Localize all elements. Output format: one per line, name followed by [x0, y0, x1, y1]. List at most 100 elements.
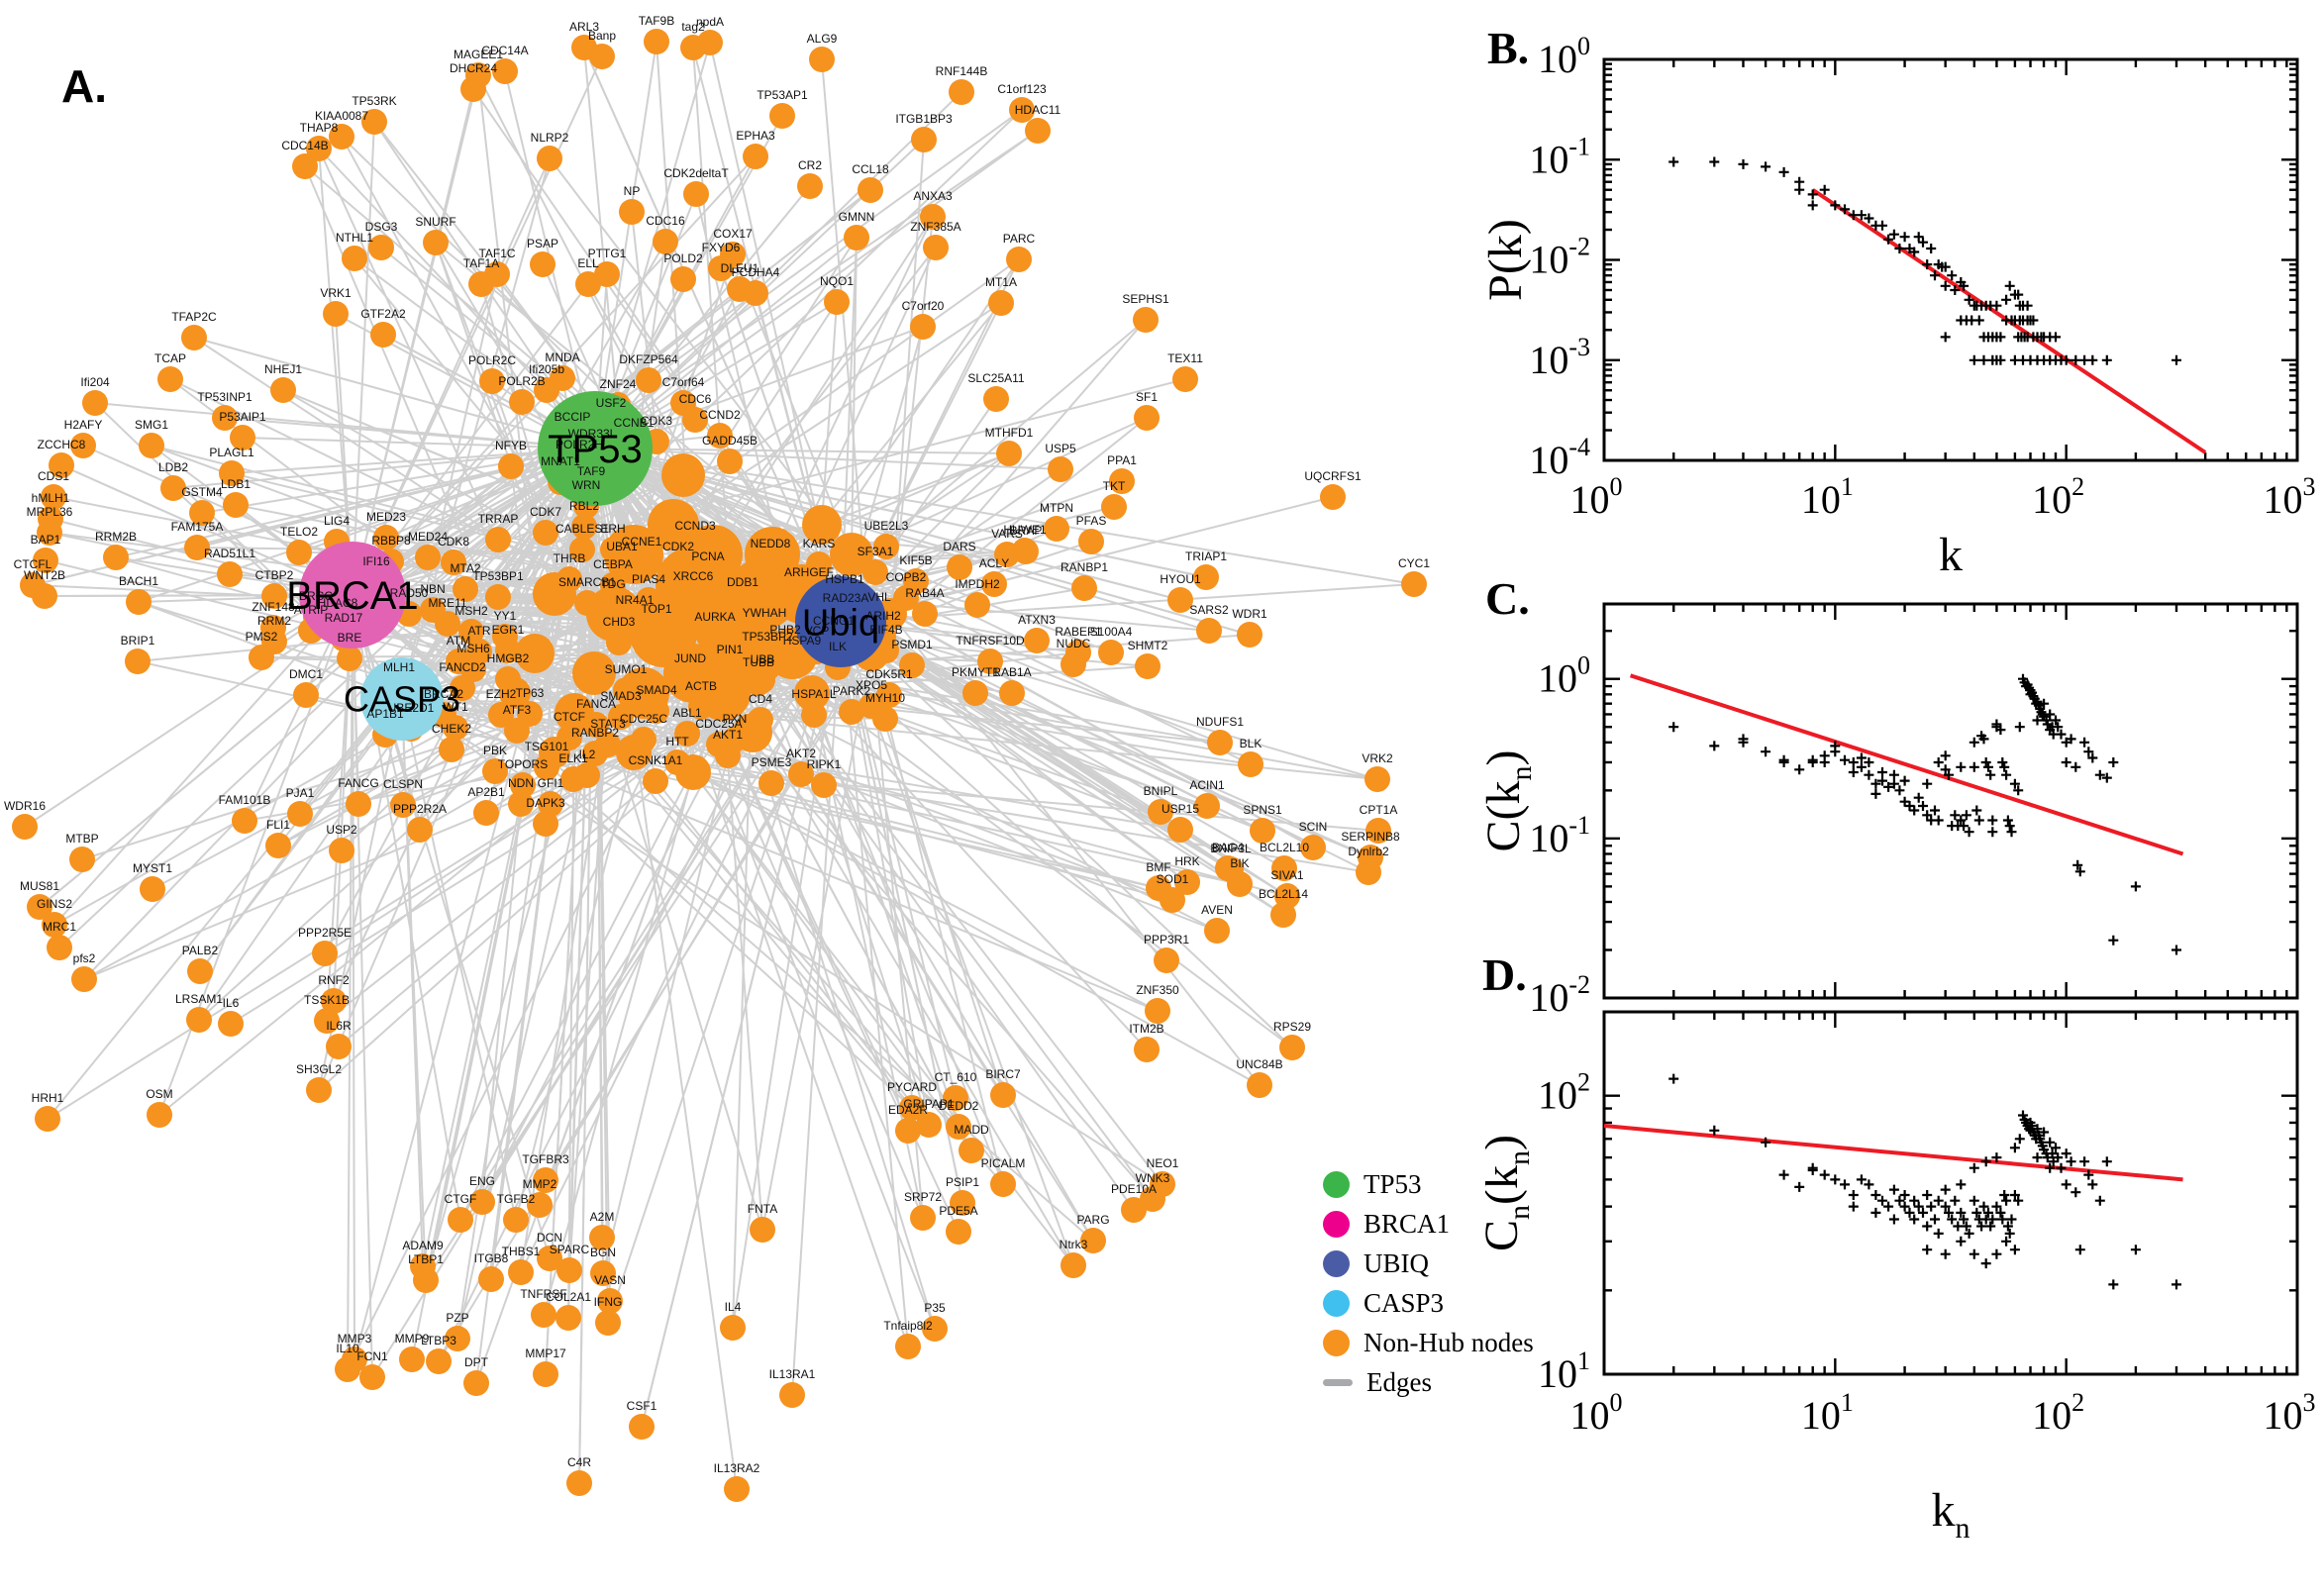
network-node-label: TKT	[1103, 479, 1126, 493]
network-node	[508, 1259, 534, 1285]
network-node-label: DHCR24	[450, 61, 497, 75]
panel-c-label: C.	[1485, 573, 1530, 624]
network-node	[533, 1167, 558, 1193]
network-node-label: CDK8	[438, 535, 469, 549]
network-node-label: EZH2	[486, 687, 517, 701]
network-node	[910, 314, 936, 340]
network-node-cluster	[586, 586, 642, 642]
network-node	[1320, 484, 1346, 510]
network-node	[949, 79, 974, 105]
hub-label-casp3: CASP3	[344, 679, 460, 720]
network-node-label: PSIP1	[946, 1175, 979, 1189]
fit-line	[1629, 673, 2184, 856]
network-node	[1044, 516, 1069, 542]
network-node-label: MAGEE1	[454, 48, 503, 61]
network-node	[533, 520, 558, 546]
network-node	[69, 847, 95, 872]
network-node-label: LTBP1	[408, 1252, 444, 1266]
network-node-label: USP5	[1045, 442, 1076, 455]
network-node-label: TEX11	[1167, 351, 1203, 365]
network-node-label: CR2	[798, 158, 822, 172]
network-node-label: pfs2	[73, 951, 96, 965]
network-node-label: ERH	[600, 522, 625, 536]
network-node	[895, 1118, 921, 1144]
plot-frame	[1602, 57, 2299, 462]
network-node	[306, 136, 332, 161]
network-node-label: RABEP1	[1055, 625, 1102, 639]
network-node	[779, 1382, 805, 1408]
network-node	[922, 1316, 948, 1342]
network-node-label: RANBP2	[571, 726, 619, 740]
network-node-label: JUND	[674, 651, 706, 665]
network-node	[708, 255, 734, 281]
network-node-label: GRIPAP1	[903, 1097, 954, 1111]
hub-label-tp53: TP53	[548, 428, 643, 471]
network-node-label: MTPN	[1040, 501, 1073, 515]
legend-item-label: UBIQ	[1364, 1247, 1429, 1278]
network-node-label: CTBP2	[255, 568, 294, 582]
network-node-label: NDN	[508, 776, 534, 790]
network-node-label: AKT1	[713, 728, 743, 742]
network-node-label: BMF	[1146, 860, 1170, 874]
network-node-label: ATRIP	[294, 603, 328, 617]
network-node-label: UNC84B	[1236, 1057, 1282, 1071]
network-node	[443, 715, 468, 741]
network-node	[423, 230, 449, 255]
network-node-label: SOD1	[1157, 872, 1189, 886]
network-node-label: MYST1	[133, 861, 172, 875]
fit-line	[1603, 1124, 2183, 1182]
network-node	[595, 1310, 621, 1336]
network-node-label: SH3GL2	[296, 1062, 342, 1076]
network-node	[683, 181, 709, 207]
network-node-label: ARIH2	[865, 609, 901, 623]
node-swatch-icon	[1323, 1249, 1350, 1277]
plot-axes	[1602, 1010, 2299, 1376]
network-node-label: HRK	[1174, 854, 1199, 868]
network-node	[435, 611, 460, 637]
network-node-label: FANCA	[576, 697, 616, 711]
network-node-label: YY1	[494, 609, 517, 623]
axis-tick-label: 100	[1570, 472, 1623, 522]
network-node-label: MLH1	[383, 660, 415, 674]
network-node-label: GTF2A2	[360, 307, 406, 321]
network-node-label: BCCIP	[555, 410, 591, 424]
network-node	[1250, 818, 1275, 844]
network-node	[359, 1364, 385, 1390]
network-node	[498, 453, 524, 479]
network-node-label: ZNF148	[252, 600, 295, 614]
network-node-label: POLR2B	[498, 374, 545, 388]
network-node-label: GINS2	[37, 897, 72, 911]
network-node	[460, 76, 486, 102]
network-node-label: HSPA9	[783, 634, 822, 648]
network-node-cluster	[695, 665, 751, 721]
network-node-label: RRM2	[257, 614, 291, 628]
network-node-cluster	[675, 754, 711, 790]
network-node-label: CCNG1	[813, 614, 855, 628]
network-node-label: MRPL36	[27, 505, 73, 519]
network-node-label: ELK1	[558, 751, 588, 765]
network-node-label: PMS2	[246, 630, 278, 644]
network-node-label: Banp	[588, 29, 616, 43]
network-node	[35, 1106, 60, 1132]
network-node-label: IFNG	[594, 1295, 623, 1309]
network-node	[1270, 902, 1296, 928]
network-node-cluster	[616, 735, 652, 770]
network-node-label: BRCA2	[424, 687, 463, 701]
network-node-label: MTBP	[65, 832, 98, 846]
network-node-label: CSNK1A1	[629, 753, 683, 767]
network-node	[1172, 366, 1198, 392]
network-node-label: LIG4	[324, 514, 350, 528]
network-node	[510, 772, 536, 798]
network-node	[899, 1095, 925, 1121]
network-node	[872, 706, 898, 732]
network-node-label: UBA1	[606, 540, 638, 553]
network-node	[943, 1085, 968, 1111]
network-node-label: SERPINB8	[1341, 830, 1400, 844]
network-node-label: RAD17	[325, 611, 363, 625]
network-node-label: POLR2H	[556, 438, 603, 451]
network-node	[910, 1205, 936, 1231]
network-node	[809, 47, 835, 72]
network-node-label: PFAS	[1076, 514, 1107, 528]
network-node-label: DAPK3	[526, 796, 565, 810]
node-swatch-icon	[1323, 1210, 1350, 1238]
